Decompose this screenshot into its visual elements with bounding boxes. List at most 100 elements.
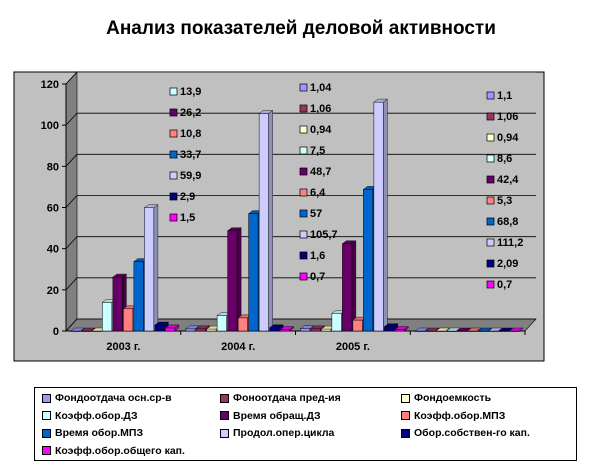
bar	[279, 326, 295, 332]
bar-top	[498, 327, 514, 332]
x-tick-label: 2003 г.	[106, 341, 140, 353]
data-label-text: 7,5	[310, 145, 325, 157]
y-tick-label: 120	[41, 79, 59, 91]
bar-front	[165, 327, 176, 332]
legend-label: Фоноотдача пред-ия	[233, 392, 341, 404]
bar-side	[351, 240, 357, 332]
data-label: 7,5	[299, 145, 325, 157]
y-tick-label: 40	[47, 244, 59, 256]
bar-top	[154, 321, 169, 326]
bar	[498, 327, 514, 332]
legend-swatch	[220, 428, 229, 438]
data-label-text: 0,94	[497, 132, 519, 144]
bar-top	[258, 110, 274, 114]
data-label-text: 26,2	[180, 107, 201, 119]
data-label-swatch	[299, 209, 308, 218]
data-label-text: 0,7	[310, 271, 325, 283]
data-label: 5,3	[486, 195, 512, 207]
bar-top	[414, 327, 430, 332]
bar-top	[164, 324, 180, 329]
legend-label: Коэфф.обор.общего кап.	[55, 444, 185, 457]
bar-front	[185, 328, 196, 332]
bar-front	[300, 328, 311, 332]
bars	[70, 98, 524, 332]
data-label-swatch	[299, 167, 308, 176]
legend-swatch	[220, 393, 229, 403]
y-tick-label: 0	[53, 326, 59, 338]
legend-label: Фондоемкость	[414, 392, 492, 404]
data-label-swatch	[299, 125, 308, 134]
bar-front	[352, 319, 363, 332]
y-tick-label: 80	[47, 161, 59, 173]
bar-front	[279, 329, 290, 332]
data-label-text: 8,6	[497, 153, 512, 165]
legend-label: Обор.собствен-го кап.	[414, 427, 530, 439]
data-label-swatch	[169, 87, 178, 96]
bar	[373, 98, 388, 332]
data-label: 48,7	[299, 166, 331, 178]
data-label: 57	[299, 208, 322, 220]
legend-item: Коэфф.обор.общего кап.	[42, 444, 185, 458]
x-axis: 2003 г. 2004 г. 2005 г.	[106, 331, 526, 353]
bar	[467, 327, 482, 332]
data-label-text: 10,8	[180, 128, 201, 140]
bar-front	[112, 276, 123, 332]
bar-front	[195, 328, 206, 332]
bar-front	[310, 328, 321, 332]
legend-item: Время обор.МПЗ	[42, 426, 143, 440]
data-label-swatch	[299, 83, 308, 92]
y-tick-label: 100	[41, 120, 59, 132]
bar-top	[310, 325, 325, 330]
data-label: 68,8	[486, 216, 518, 228]
data-label-text: 0,7	[497, 279, 512, 291]
bar	[185, 325, 200, 332]
bar-top	[456, 327, 472, 332]
bar	[488, 327, 503, 332]
data-label-text: 105,7	[310, 229, 338, 241]
legend-label: Продол.опер.цикла	[233, 427, 335, 439]
bar-front	[144, 207, 155, 332]
data-label-swatch	[486, 217, 495, 226]
legend-item: Фондоемкость	[401, 391, 491, 405]
data-label-swatch	[169, 213, 178, 222]
data-labels: 13,9 26,2 10,8 33,7 59,9 2,9 1,5 1,04 1,06 0,94 7,…	[169, 82, 523, 291]
bar-side	[236, 227, 242, 332]
data-label-swatch	[169, 192, 178, 201]
bar-front	[206, 328, 217, 332]
bar-top	[467, 327, 482, 332]
legend-swatch	[42, 411, 51, 420]
data-label-text: 57	[310, 208, 322, 220]
legend-item: Коэфф.обор.МПЗ	[401, 409, 505, 423]
gridline	[65, 71, 536, 85]
bar	[269, 324, 284, 332]
data-label: 1,06	[486, 111, 518, 123]
bar-front	[269, 327, 280, 332]
data-label-text: 2,09	[497, 258, 518, 270]
legend: Фондоотдача осн.ср-в Фоноотдача пред-ия Фо…	[34, 387, 577, 461]
bar	[143, 204, 159, 332]
data-label-text: 1,5	[180, 212, 195, 224]
data-label-swatch	[169, 108, 178, 117]
data-label-text: 1,6	[310, 250, 325, 262]
legend-item: Продол.опер.цикла	[220, 426, 334, 440]
data-label-swatch	[486, 259, 495, 268]
data-label: 2,09	[486, 258, 518, 270]
legend-label: Фондоотдача осн.ср-в	[55, 392, 172, 404]
legend-label: Время обор.МПЗ	[55, 427, 144, 439]
data-label: 0,94	[486, 132, 519, 144]
data-label-text: 5,3	[497, 195, 512, 207]
bar-front	[258, 113, 269, 332]
bar-top	[185, 325, 200, 330]
data-label-text: 0,94	[310, 124, 332, 136]
legend-swatch	[42, 446, 51, 455]
legend-swatch	[42, 428, 51, 438]
bar-side	[268, 110, 273, 332]
bar	[258, 110, 274, 332]
data-label-text: 68,8	[497, 216, 518, 228]
legend-item: Фондоотдача осн.ср-в	[42, 391, 172, 405]
data-label-swatch	[299, 146, 308, 155]
bar-front	[331, 313, 342, 332]
plot-area	[13, 71, 545, 362]
data-label-swatch	[299, 272, 308, 281]
